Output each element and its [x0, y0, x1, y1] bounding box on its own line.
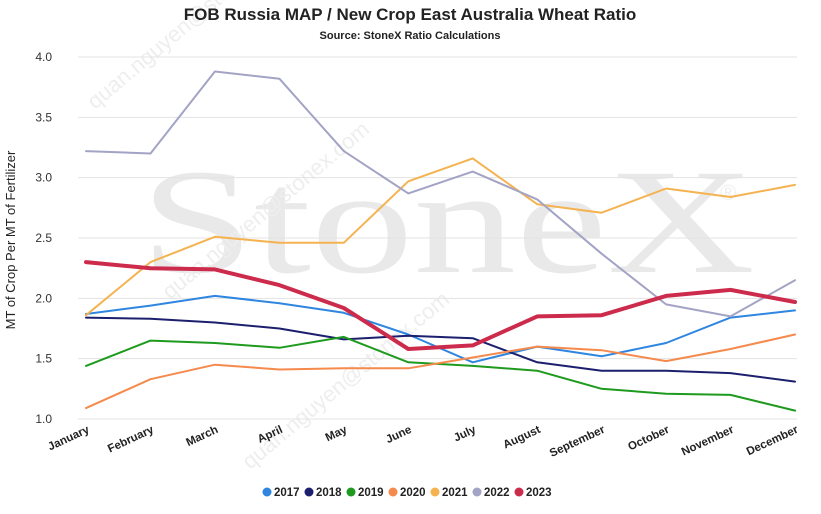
- legend: 2017 2018 2019 2020 2021 2022 2023: [263, 487, 552, 499]
- legend-label-2019: 2019: [358, 487, 384, 499]
- legend-label-2018: 2018: [316, 487, 342, 499]
- legend-label-2023: 2023: [526, 487, 552, 499]
- x-tick-label: May: [324, 424, 350, 445]
- x-tick-label: August: [501, 424, 542, 452]
- watermark-registered: ®: [720, 180, 736, 205]
- watermark: StoneX ® quan.nguyen@stonex.com quan.ngu…: [82, 0, 755, 474]
- legend-label-2021: 2021: [442, 487, 468, 499]
- y-tick-label: 2.5: [35, 231, 52, 245]
- legend-label-2017: 2017: [274, 487, 300, 499]
- series-line-2018: [86, 318, 795, 382]
- chart-title: FOB Russia MAP / New Crop East Australia…: [184, 5, 636, 24]
- y-tick-label: 2.0: [35, 291, 52, 305]
- x-tick-label: July: [452, 424, 478, 445]
- legend-marker-2021: [431, 488, 440, 497]
- y-tick-label: 4.0: [35, 50, 52, 64]
- legend-label-2022: 2022: [484, 487, 510, 499]
- legend-marker-2023: [515, 488, 524, 497]
- x-tick-label: October: [626, 424, 672, 454]
- x-tick-label: January: [46, 424, 92, 454]
- legend-marker-2017: [263, 488, 272, 497]
- x-tick-label: December: [745, 424, 801, 459]
- chart-subtitle: Source: StoneX Ratio Calculations: [320, 30, 501, 42]
- legend-marker-2018: [305, 488, 314, 497]
- x-tick-label: November: [680, 424, 737, 459]
- y-axis-label: MT of Crop Per MT of Fertilizer: [3, 150, 18, 329]
- y-tick-label: 1.5: [35, 352, 52, 366]
- legend-marker-2022: [473, 488, 482, 497]
- x-tick-label: February: [106, 424, 156, 456]
- y-tick-label: 3.0: [35, 171, 52, 185]
- legend-marker-2019: [347, 488, 356, 497]
- legend-marker-2020: [389, 488, 398, 497]
- x-tick-label: March: [184, 424, 220, 449]
- x-tick-label: September: [548, 424, 607, 460]
- y-tick-label: 1.0: [35, 412, 52, 426]
- x-tick-label: June: [384, 424, 413, 446]
- legend-label-2020: 2020: [400, 487, 426, 499]
- y-tick-label: 3.5: [35, 110, 52, 124]
- y-axis-ticks: 1.0 1.5 2.0 2.5 3.0 3.5 4.0: [35, 50, 52, 426]
